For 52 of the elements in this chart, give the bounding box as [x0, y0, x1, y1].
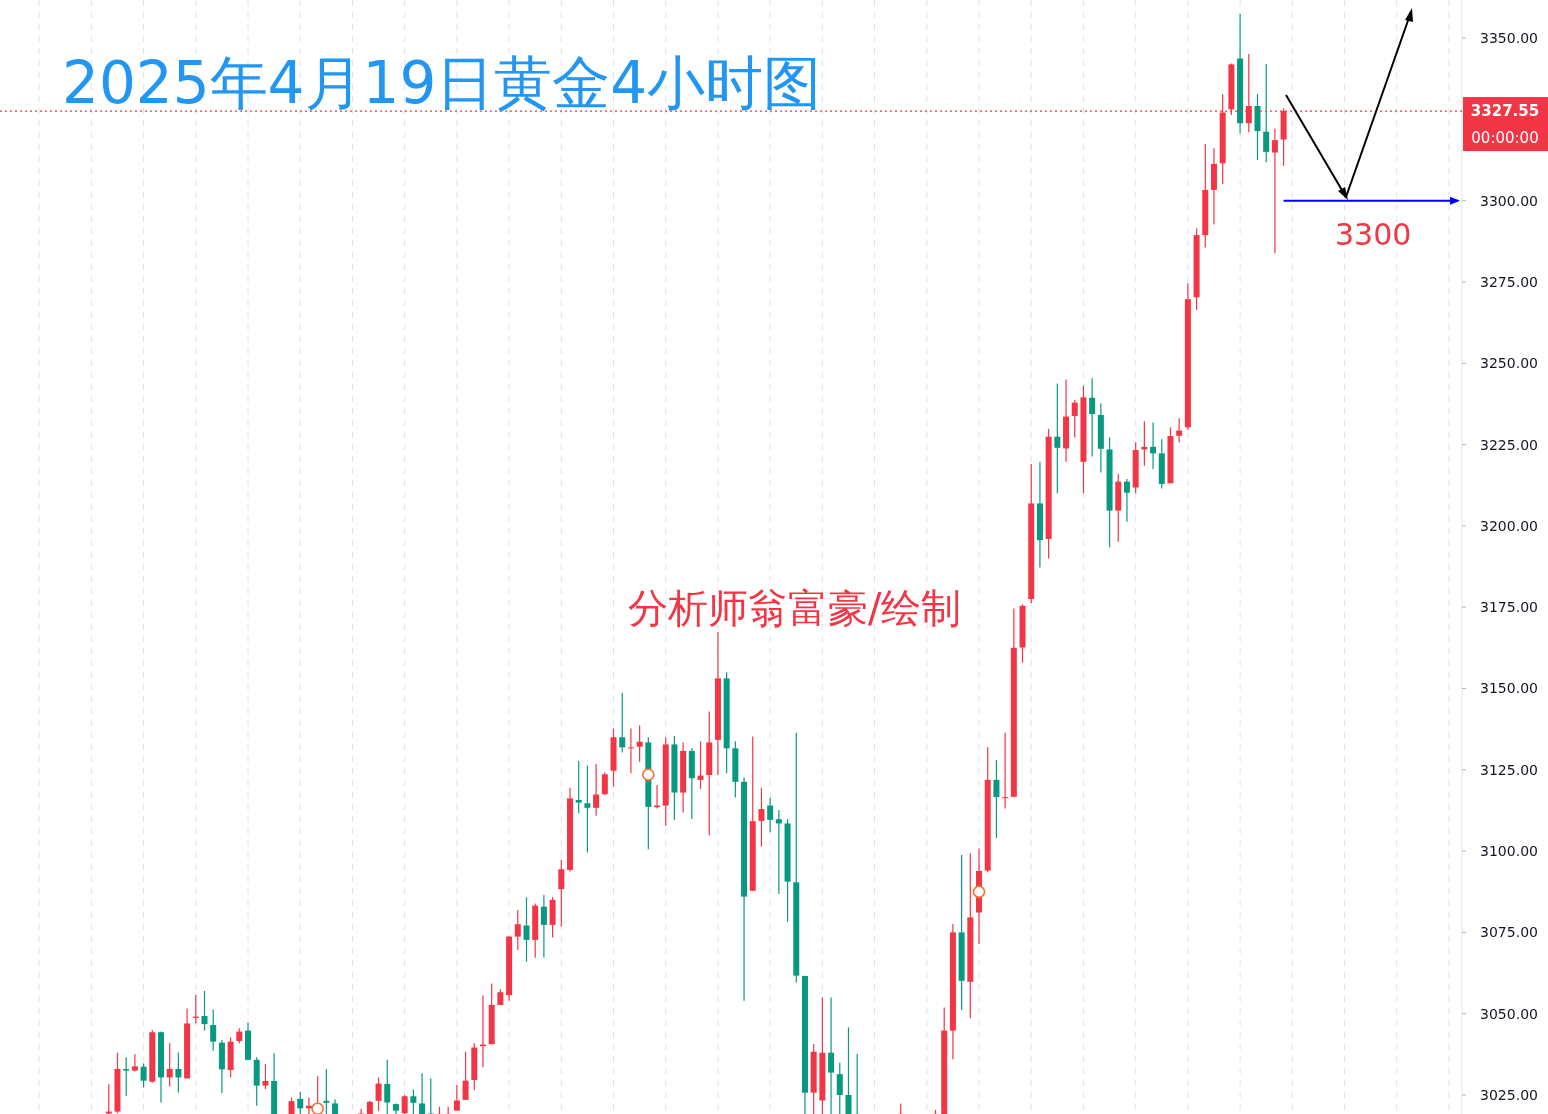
candlestick	[775, 809, 782, 895]
candlestick	[636, 724, 643, 763]
candlestick	[619, 692, 626, 754]
ref-line-label: 3300	[1335, 216, 1412, 252]
candlestick	[767, 797, 774, 833]
y-tick-label: 3100.00	[1480, 843, 1538, 860]
candlestick	[201, 990, 208, 1032]
candlestick	[593, 763, 600, 817]
candlestick	[262, 1063, 269, 1090]
candlestick	[523, 896, 530, 963]
candlestick	[558, 859, 565, 928]
candlestick	[131, 1053, 138, 1073]
y-tick-label: 3200.00	[1480, 517, 1538, 534]
candlestick	[210, 1008, 217, 1052]
candlestick	[584, 764, 591, 853]
y-tick-label: 3225.00	[1480, 436, 1538, 453]
ref-line-label: 3327.55	[1470, 102, 1540, 121]
text: 00:00:00	[1471, 129, 1539, 148]
y-tick-label: 3250.00	[1480, 355, 1538, 372]
candlestick	[175, 1051, 182, 1093]
candlestick	[697, 740, 704, 790]
candlestick	[166, 1042, 173, 1088]
candlestick	[1089, 377, 1096, 458]
candlestick	[462, 1051, 469, 1101]
candlestick	[140, 1062, 147, 1089]
candlestick	[514, 909, 521, 951]
y-tick-label: 3125.00	[1480, 761, 1538, 778]
y-tick-label: 3175.00	[1480, 599, 1538, 616]
y-tick-label: 3025.00	[1480, 1086, 1538, 1103]
candlestick	[575, 760, 582, 814]
candlestick	[1002, 732, 1009, 810]
candlestick	[123, 1056, 130, 1097]
text: 2025年4月19日黄金4小时图	[62, 49, 822, 117]
y-tick-label: 3050.00	[1480, 1005, 1538, 1022]
candlestick	[1271, 127, 1278, 254]
candlestick	[540, 894, 547, 959]
candlestick	[1054, 382, 1061, 494]
y-tick-label: 3350.00	[1480, 30, 1538, 47]
annotation: 分析师翁富豪/绘制	[628, 585, 962, 631]
candlestick	[1071, 399, 1078, 439]
y-tick-label: 3275.00	[1480, 273, 1538, 290]
candlestick	[993, 759, 1000, 839]
candlestick	[1176, 417, 1183, 444]
candlestick	[601, 771, 608, 796]
y-tick-label: 3075.00	[1480, 924, 1538, 941]
y-tick-label: 3300.00	[1480, 192, 1538, 209]
candlestick	[758, 787, 765, 848]
candlestick	[1263, 63, 1270, 163]
y-tick-label: 3150.00	[1480, 680, 1538, 697]
candlestick	[1123, 478, 1130, 523]
candlestick	[627, 727, 634, 774]
candlestick	[1150, 421, 1157, 470]
